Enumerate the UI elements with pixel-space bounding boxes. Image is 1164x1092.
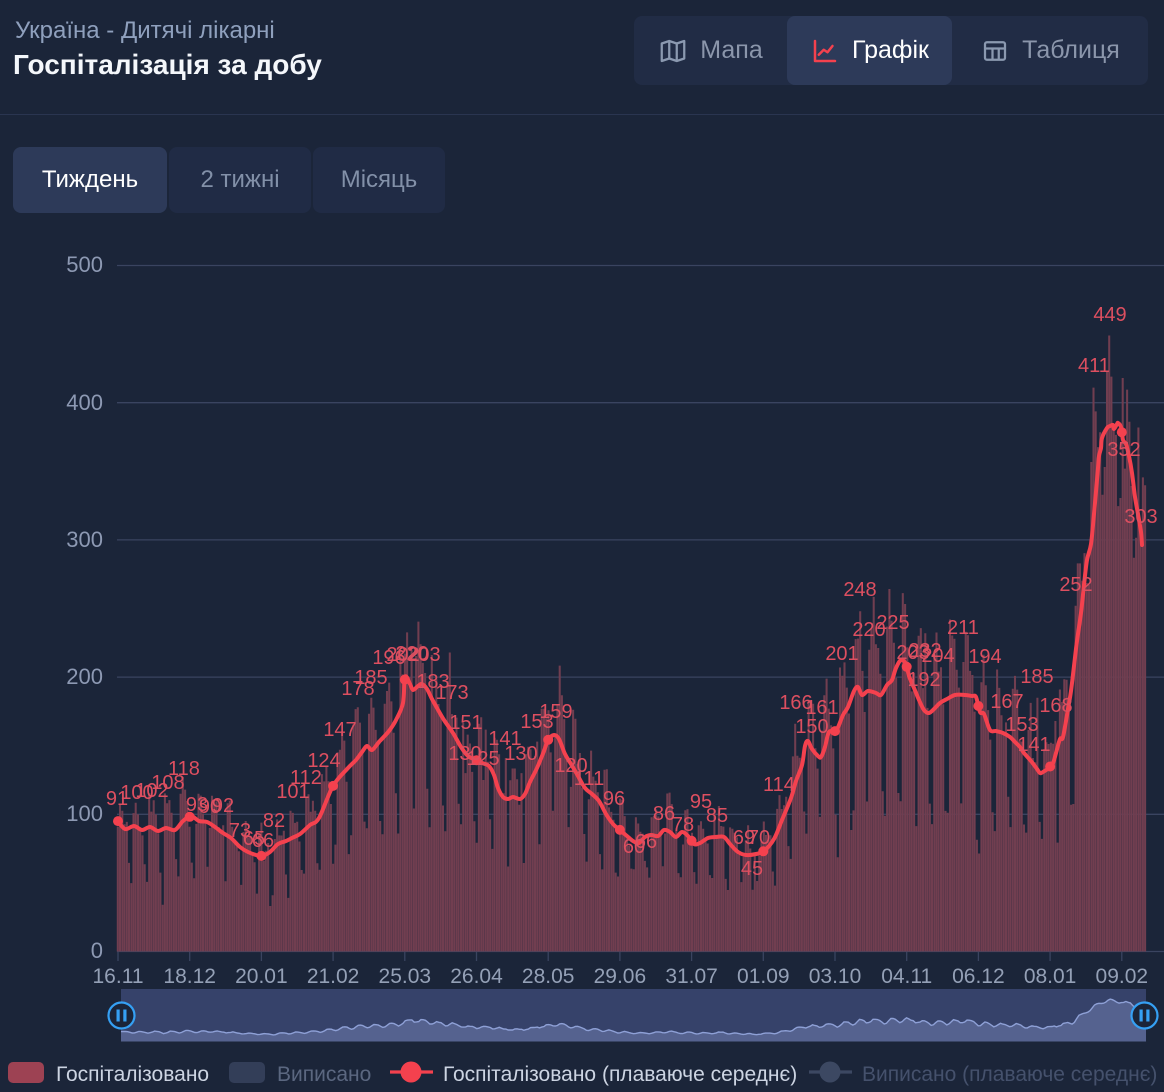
svg-text:25.03: 25.03: [379, 965, 432, 988]
svg-text:150: 150: [795, 716, 828, 738]
svg-text:101: 101: [276, 781, 309, 803]
svg-text:352: 352: [1107, 439, 1140, 461]
svg-text:82: 82: [263, 810, 285, 832]
svg-text:303: 303: [1124, 506, 1157, 528]
svg-text:202: 202: [386, 644, 419, 666]
svg-text:147: 147: [323, 719, 356, 741]
svg-text:185: 185: [354, 667, 387, 689]
svg-text:65: 65: [243, 828, 265, 850]
svg-text:93: 93: [186, 794, 208, 816]
svg-text:141: 141: [1017, 734, 1050, 756]
svg-text:Госпіталізовано (плаваюче сере: Госпіталізовано (плаваюче середнє): [443, 1063, 797, 1086]
svg-text:85: 85: [706, 805, 728, 827]
svg-text:153: 153: [1005, 714, 1038, 736]
svg-text:26.04: 26.04: [450, 965, 503, 988]
svg-text:500: 500: [66, 252, 103, 277]
svg-text:111: 111: [574, 768, 604, 790]
svg-text:125: 125: [466, 748, 499, 770]
svg-text:252: 252: [1059, 574, 1092, 596]
svg-text:18.12: 18.12: [163, 965, 216, 988]
svg-text:200: 200: [66, 664, 103, 689]
svg-text:400: 400: [66, 390, 103, 415]
svg-text:73: 73: [229, 820, 251, 842]
svg-text:16.11: 16.11: [93, 965, 144, 988]
svg-text:0: 0: [91, 938, 103, 963]
svg-text:124: 124: [307, 750, 340, 772]
svg-text:21.02: 21.02: [307, 965, 360, 988]
svg-text:91: 91: [106, 788, 128, 810]
svg-text:78: 78: [672, 814, 694, 836]
svg-text:161: 161: [805, 697, 838, 719]
svg-text:01.09: 01.09: [737, 965, 790, 988]
svg-text:20.01: 20.01: [235, 965, 288, 988]
svg-text:90: 90: [199, 796, 221, 818]
svg-text:166: 166: [779, 692, 812, 714]
svg-text:60: 60: [623, 836, 645, 858]
svg-text:Госпіталізовано: Госпіталізовано: [56, 1063, 209, 1086]
svg-text:449: 449: [1093, 304, 1126, 326]
svg-text:114: 114: [763, 774, 795, 796]
svg-text:29.06: 29.06: [594, 965, 647, 988]
svg-text:192: 192: [907, 669, 940, 691]
svg-text:203: 203: [896, 642, 929, 664]
svg-text:232: 232: [908, 640, 941, 662]
svg-text:225: 225: [876, 612, 909, 634]
svg-text:167: 167: [990, 691, 1023, 713]
svg-text:203: 203: [407, 644, 440, 666]
svg-text:185: 185: [1020, 666, 1053, 688]
svg-text:66: 66: [252, 830, 274, 852]
svg-text:96: 96: [603, 788, 625, 810]
svg-text:Виписано (плаваюче середнє): Виписано (плаваюче середнє): [862, 1063, 1157, 1086]
svg-text:220: 220: [852, 619, 885, 641]
svg-text:178: 178: [341, 678, 374, 700]
svg-text:70: 70: [748, 827, 770, 849]
svg-text:45: 45: [741, 858, 763, 880]
svg-text:04.11: 04.11: [881, 965, 932, 988]
svg-text:09.02: 09.02: [1096, 965, 1149, 988]
svg-text:220: 220: [395, 643, 428, 665]
svg-text:411: 411: [1078, 355, 1110, 377]
svg-text:108: 108: [151, 772, 184, 794]
svg-text:201: 201: [825, 643, 858, 665]
svg-text:31.07: 31.07: [665, 965, 718, 988]
svg-text:28.05: 28.05: [522, 965, 575, 988]
svg-text:86: 86: [653, 803, 675, 825]
svg-text:112: 112: [290, 767, 322, 789]
svg-text:300: 300: [66, 527, 103, 552]
svg-text:141: 141: [488, 728, 521, 750]
svg-text:168: 168: [1039, 695, 1072, 717]
svg-text:69: 69: [733, 827, 755, 849]
svg-text:130: 130: [504, 743, 537, 765]
svg-text:Виписано: Виписано: [277, 1063, 371, 1086]
svg-text:06.12: 06.12: [952, 965, 1005, 988]
svg-text:159: 159: [539, 701, 572, 723]
svg-text:92: 92: [212, 795, 234, 817]
svg-text:194: 194: [968, 646, 1001, 668]
svg-text:102: 102: [135, 780, 168, 802]
svg-text:153: 153: [520, 711, 553, 733]
svg-text:100: 100: [66, 801, 103, 826]
svg-text:118: 118: [168, 758, 200, 780]
svg-text:08.01: 08.01: [1024, 965, 1077, 988]
svg-text:130: 130: [448, 743, 481, 765]
svg-text:196: 196: [372, 647, 405, 669]
svg-text:173: 173: [435, 682, 468, 704]
svg-text:248: 248: [843, 579, 876, 601]
svg-text:95: 95: [690, 791, 712, 813]
svg-text:151: 151: [449, 712, 482, 734]
svg-text:204: 204: [921, 645, 954, 667]
svg-text:183: 183: [416, 671, 449, 693]
svg-text:100: 100: [120, 782, 153, 804]
svg-text:03.10: 03.10: [809, 965, 862, 988]
svg-text:66: 66: [635, 831, 657, 853]
svg-text:120: 120: [554, 755, 587, 777]
svg-text:211: 211: [947, 617, 979, 639]
